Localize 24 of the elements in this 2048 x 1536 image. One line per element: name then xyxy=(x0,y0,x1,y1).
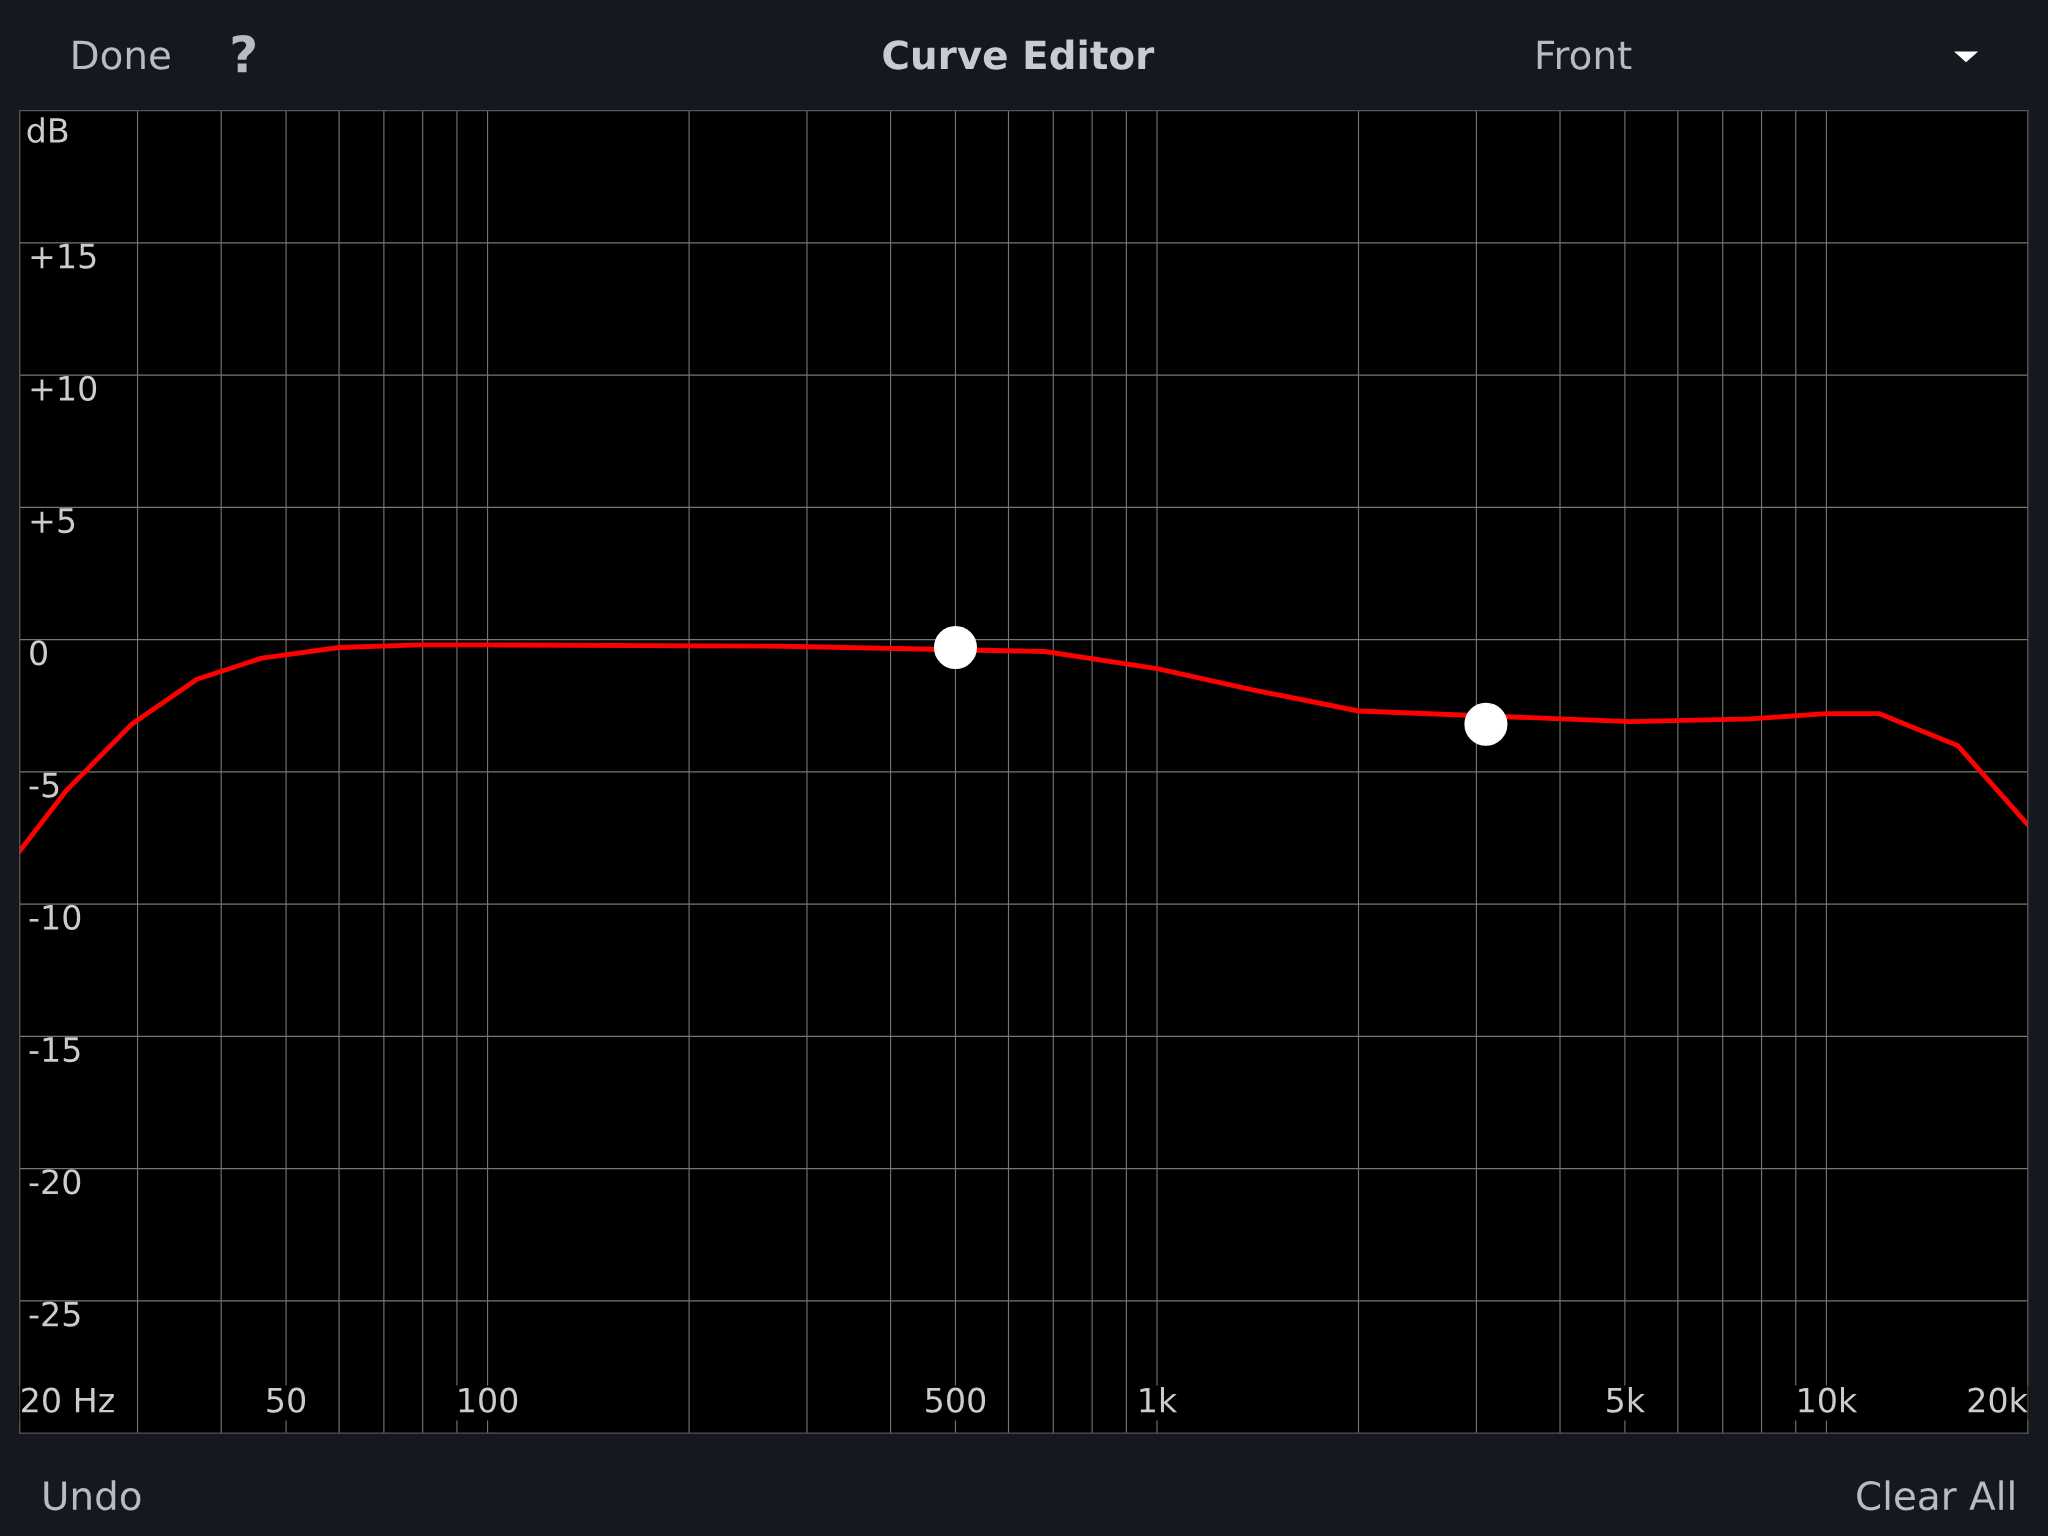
y-axis-title: dB xyxy=(27,117,68,144)
x-tick-label: 50 xyxy=(267,1387,306,1413)
x-tick-label: 500 xyxy=(926,1387,986,1413)
x-tick-label: 5k xyxy=(1607,1386,1646,1413)
text: Undo xyxy=(44,1480,141,1511)
x-tick-label: 20k xyxy=(1968,1386,2028,1413)
y-tick-label: +15 xyxy=(31,243,96,269)
text: Front xyxy=(1537,40,1632,70)
y-tick-label: -5 xyxy=(29,772,59,798)
x-tick-label: 100 xyxy=(459,1387,518,1413)
x-tick-label: 20 Hz xyxy=(22,1387,114,1413)
chart-title: Curve Editor xyxy=(883,39,1155,70)
x-tick-label: 10k xyxy=(1799,1386,1858,1413)
y-tick-label: +10 xyxy=(31,375,97,401)
y-tick-label: -15 xyxy=(29,1037,80,1063)
y-tick-label: -25 xyxy=(29,1301,80,1327)
y-tick-label: -10 xyxy=(29,904,81,930)
text: ? xyxy=(232,35,255,73)
y-tick-label: +5 xyxy=(31,508,75,534)
y-tick-label: -20 xyxy=(29,1169,81,1195)
y-tick-label: 0 xyxy=(30,640,47,666)
text: Clear All xyxy=(1857,1480,2014,1511)
text: Done xyxy=(73,40,170,70)
x-tick-label: 1k xyxy=(1140,1386,1178,1413)
